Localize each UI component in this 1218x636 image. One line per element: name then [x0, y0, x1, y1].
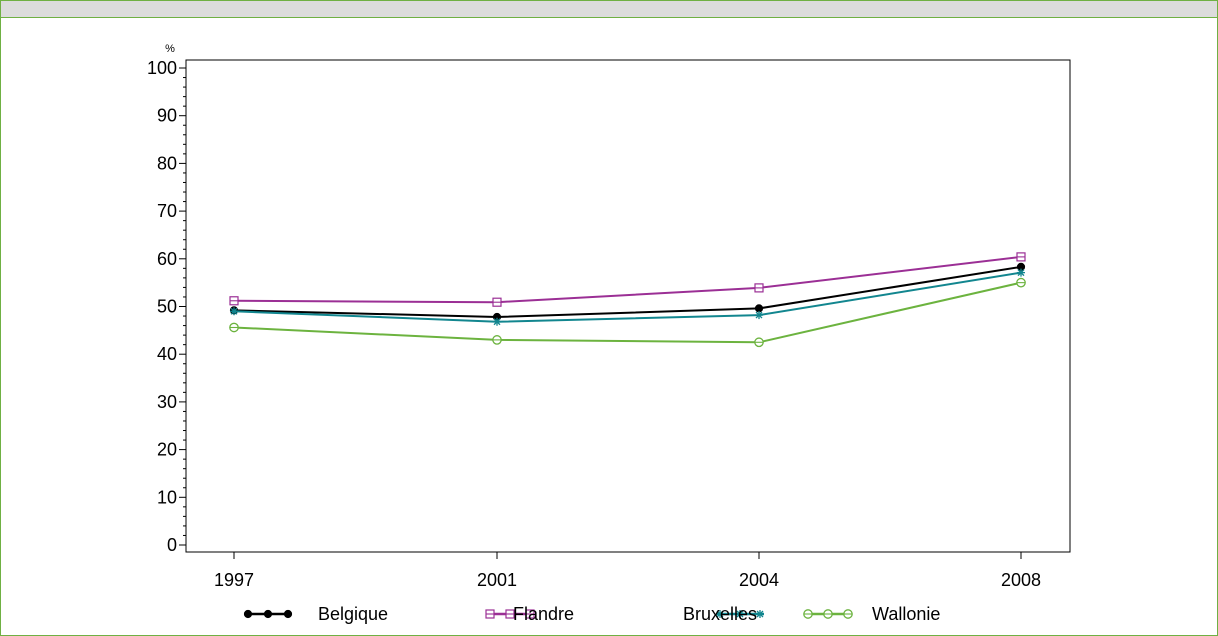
series-line-bruxelles [233, 271, 1022, 323]
legend-marker [843, 609, 853, 619]
y-tick-label: 20 [157, 440, 177, 460]
data-point-bruxelles [230, 307, 238, 316]
data-point-wallonie [492, 335, 502, 345]
legend-label-flandre: Flandre [513, 604, 574, 624]
legend-marker [263, 609, 273, 619]
legend-marker [823, 609, 833, 619]
marker-stroke [755, 311, 763, 319]
series-line-flandre [233, 255, 1022, 304]
series-line-belgique [233, 265, 1022, 318]
data-point-wallonie [229, 322, 239, 333]
legend-marker [716, 610, 724, 618]
x-tick-label: 2001 [477, 570, 517, 590]
plot-area [185, 59, 1071, 553]
data-point-wallonie [754, 337, 764, 348]
legend-marker [803, 609, 813, 619]
x-tick-label: 2008 [1001, 570, 1041, 590]
series-wallonie [229, 277, 1026, 348]
data-point-bruxelles [493, 317, 501, 326]
legend-marker [505, 609, 515, 619]
legend-label-belgique: Belgique [318, 604, 388, 624]
data-point-flandre [1016, 252, 1026, 262]
x-tick-label: 2004 [739, 570, 779, 590]
series-line-wallonie [233, 281, 1022, 344]
data-point-bruxelles [755, 311, 763, 320]
legend-marker [525, 609, 535, 619]
marker-stroke [230, 307, 238, 315]
data-point-wallonie [1016, 277, 1026, 288]
series-layer [229, 252, 1026, 348]
marker-stroke [756, 610, 764, 618]
y-tick-label: 70 [157, 201, 177, 221]
series-bruxelles [230, 268, 1025, 326]
y-tick-label: 80 [157, 153, 177, 173]
y-unit-label: % [165, 43, 175, 55]
y-tick-label: 30 [157, 392, 177, 412]
legend-item-belgique: Belgique [243, 604, 388, 624]
y-axis: 0 10 20 30 40 50 60 70 80 90 100 [147, 58, 186, 555]
marker-stroke [716, 610, 724, 618]
data-point-bruxelles [1017, 268, 1025, 277]
legend-label-bruxelles: Bruxelles [683, 604, 757, 624]
y-tick-label: 60 [157, 249, 177, 269]
legend-marker [283, 609, 293, 619]
y-tick-label: 0 [167, 535, 177, 555]
series-flandre [229, 252, 1026, 307]
marker-stroke [1017, 269, 1025, 277]
data-point-belgique [754, 304, 764, 313]
y-tick-label: 50 [157, 297, 177, 317]
legend: Belgique Flandre Bruxelles Wallonie [243, 604, 940, 624]
legend-marker [756, 610, 764, 618]
legend-item-wallonie: Wallonie [803, 604, 940, 624]
y-tick-label: 40 [157, 344, 177, 364]
x-axis: 1997 2001 2004 2008 [214, 552, 1041, 590]
legend-label-wallonie: Wallonie [872, 604, 940, 624]
y-tick-label: 90 [157, 106, 177, 126]
legend-marker [485, 609, 495, 619]
x-tick-label: 1997 [214, 570, 254, 590]
y-tick-label: 100 [147, 58, 177, 78]
legend-marker [243, 609, 253, 619]
data-point-flandre [754, 283, 764, 293]
marker-stroke [493, 318, 501, 326]
marker-stroke [736, 610, 744, 618]
y-tick-label: 10 [157, 487, 177, 507]
legend-item-flandre: Flandre [485, 604, 574, 624]
top-bar [1, 1, 1217, 18]
legend-marker [736, 610, 744, 618]
data-point-flandre [492, 297, 502, 307]
legend-item-bruxelles: Bruxelles [683, 604, 764, 624]
data-point-flandre [229, 296, 239, 306]
